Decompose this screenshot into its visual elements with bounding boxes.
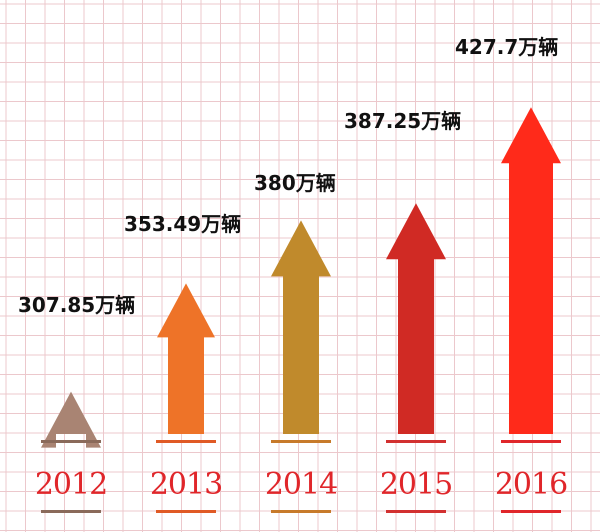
- arrow-bar-2015: [386, 203, 446, 434]
- year-label-2016: 2016: [495, 467, 567, 502]
- year-label-2014: 2014: [265, 467, 337, 502]
- year-underline-2015: [386, 510, 446, 513]
- value-label-2013: 353.49万辆: [124, 212, 241, 236]
- year-underline-2013: [156, 510, 216, 513]
- value-label-2016: 427.7万辆: [455, 35, 558, 59]
- value-label-2014: 380万辆: [254, 171, 336, 195]
- value-label-2012: 307.85万辆: [18, 293, 135, 317]
- value-labels: 307.85万辆 353.49万辆 380万辆 387.25万辆 427.7万辆: [18, 35, 558, 317]
- arrow-base-line-2015: [386, 440, 446, 443]
- arrow-bar-2016: [501, 107, 561, 434]
- year-underline-2014: [271, 510, 331, 513]
- arrow-bar-2013: [157, 283, 215, 434]
- year-label-2013: 2013: [150, 467, 222, 502]
- arrow-bar-2012: [41, 391, 101, 448]
- arrow-base-line-2013: [156, 440, 216, 443]
- year-label-2012: 2012: [35, 467, 107, 502]
- arrow-base-line-2012: [41, 440, 101, 443]
- year-labels: 2012 2013 2014 2015 2016: [35, 467, 568, 502]
- arrow-base-line-2016: [501, 440, 561, 443]
- arrow-bars: [41, 107, 561, 513]
- arrow-bar-2014: [271, 220, 331, 434]
- year-underline-2016: [501, 510, 561, 513]
- year-label-2015: 2015: [380, 467, 452, 502]
- year-underline-2012: [41, 510, 101, 513]
- value-label-2015: 387.25万辆: [344, 109, 461, 133]
- arrow-base-line-2014: [271, 440, 331, 443]
